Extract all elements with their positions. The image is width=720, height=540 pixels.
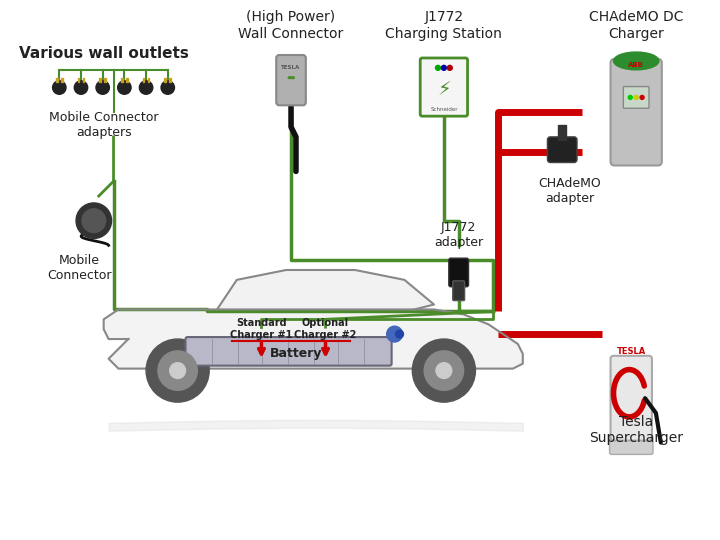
Bar: [126, 78, 127, 82]
Circle shape: [82, 209, 106, 233]
Polygon shape: [217, 270, 434, 309]
Circle shape: [170, 363, 186, 379]
Circle shape: [387, 326, 402, 342]
Circle shape: [634, 96, 638, 99]
Circle shape: [293, 77, 294, 78]
FancyBboxPatch shape: [610, 436, 653, 454]
Circle shape: [76, 203, 112, 239]
Text: Battery: Battery: [270, 347, 323, 360]
FancyBboxPatch shape: [547, 137, 577, 163]
FancyBboxPatch shape: [453, 281, 464, 301]
Bar: [61, 78, 63, 82]
Polygon shape: [104, 309, 523, 369]
FancyBboxPatch shape: [611, 356, 652, 441]
Text: Various wall outlets: Various wall outlets: [19, 45, 189, 60]
Bar: [56, 78, 58, 82]
Text: Tesla
Supercharger: Tesla Supercharger: [589, 415, 683, 445]
Bar: [99, 78, 101, 82]
Circle shape: [161, 81, 174, 94]
Circle shape: [117, 81, 131, 94]
Circle shape: [158, 351, 197, 390]
Text: CHAdeMO
adapter: CHAdeMO adapter: [539, 177, 601, 205]
Bar: [558, 125, 566, 140]
Text: ⚡: ⚡: [437, 80, 451, 99]
Text: Optional
Charger #2: Optional Charger #2: [294, 319, 356, 340]
Circle shape: [629, 96, 632, 99]
Circle shape: [436, 363, 451, 379]
FancyBboxPatch shape: [611, 59, 662, 165]
Text: CHAdeMO DC
Charger: CHAdeMO DC Charger: [589, 10, 683, 40]
Ellipse shape: [613, 52, 659, 70]
Circle shape: [53, 81, 66, 94]
Circle shape: [140, 81, 153, 94]
Bar: [104, 78, 106, 82]
Bar: [164, 78, 166, 82]
Circle shape: [146, 339, 210, 402]
FancyBboxPatch shape: [276, 55, 306, 105]
Bar: [169, 78, 171, 82]
Circle shape: [288, 77, 290, 78]
Text: TESLA: TESLA: [616, 347, 646, 356]
Circle shape: [74, 81, 88, 94]
FancyBboxPatch shape: [420, 58, 467, 116]
Text: Mobile
Connector: Mobile Connector: [47, 254, 112, 282]
Circle shape: [395, 330, 403, 338]
Bar: [148, 78, 150, 82]
Circle shape: [640, 96, 644, 99]
Bar: [121, 78, 122, 82]
Circle shape: [447, 65, 452, 70]
Text: TESLA: TESLA: [282, 65, 301, 70]
FancyBboxPatch shape: [186, 337, 392, 366]
FancyBboxPatch shape: [449, 258, 469, 287]
Circle shape: [291, 77, 293, 78]
Text: Standard
Charger #1: Standard Charger #1: [230, 319, 292, 340]
Bar: [83, 78, 84, 82]
Circle shape: [424, 351, 464, 390]
Text: (High Power)
Wall Connector: (High Power) Wall Connector: [238, 10, 343, 40]
Circle shape: [289, 77, 292, 78]
Text: Schneider: Schneider: [430, 107, 458, 112]
Circle shape: [441, 65, 446, 70]
Bar: [143, 78, 145, 82]
Text: J1772
Charging Station: J1772 Charging Station: [385, 10, 503, 40]
Text: J1772
adapter: J1772 adapter: [434, 221, 483, 249]
FancyBboxPatch shape: [624, 86, 649, 109]
Circle shape: [96, 81, 109, 94]
Circle shape: [413, 339, 475, 402]
Text: Mobile Connector
adapters: Mobile Connector adapters: [49, 111, 158, 139]
Text: ABB: ABB: [629, 62, 644, 68]
Circle shape: [436, 65, 441, 70]
Bar: [78, 78, 79, 82]
